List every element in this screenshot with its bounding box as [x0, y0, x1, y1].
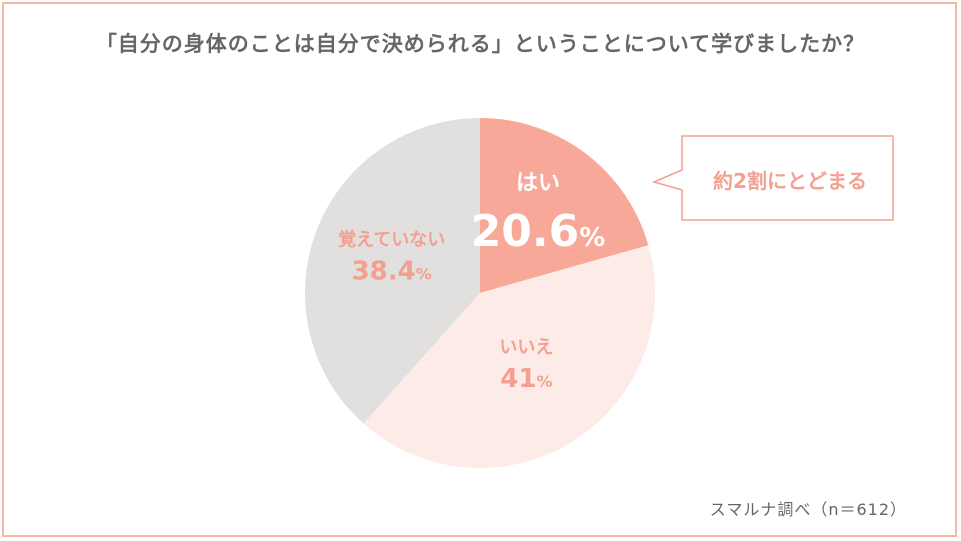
slice-label-2: 覚えていない [338, 228, 445, 250]
slice-value-2: 38.4% [352, 256, 432, 286]
pie-slice-2 [305, 118, 480, 424]
chart-title: 「自分の身体のことは自分で決められる」ということについて学びましたか？ [95, 32, 866, 56]
slice-label-1: いいえ [499, 337, 553, 358]
pie-slice-1 [363, 245, 655, 468]
slice-label-0: はい [516, 171, 560, 196]
callout-text: 約2割にとどまる [713, 169, 867, 193]
callout-box: 約2割にとどまる [651, 135, 894, 221]
callout-border [651, 135, 894, 221]
slice-value-0: 20.6% [471, 206, 606, 257]
pie-slice-0 [480, 118, 649, 293]
slice-value-1: 41% [500, 364, 552, 394]
source-note: スマルナ調べ（n＝612） [709, 500, 907, 519]
